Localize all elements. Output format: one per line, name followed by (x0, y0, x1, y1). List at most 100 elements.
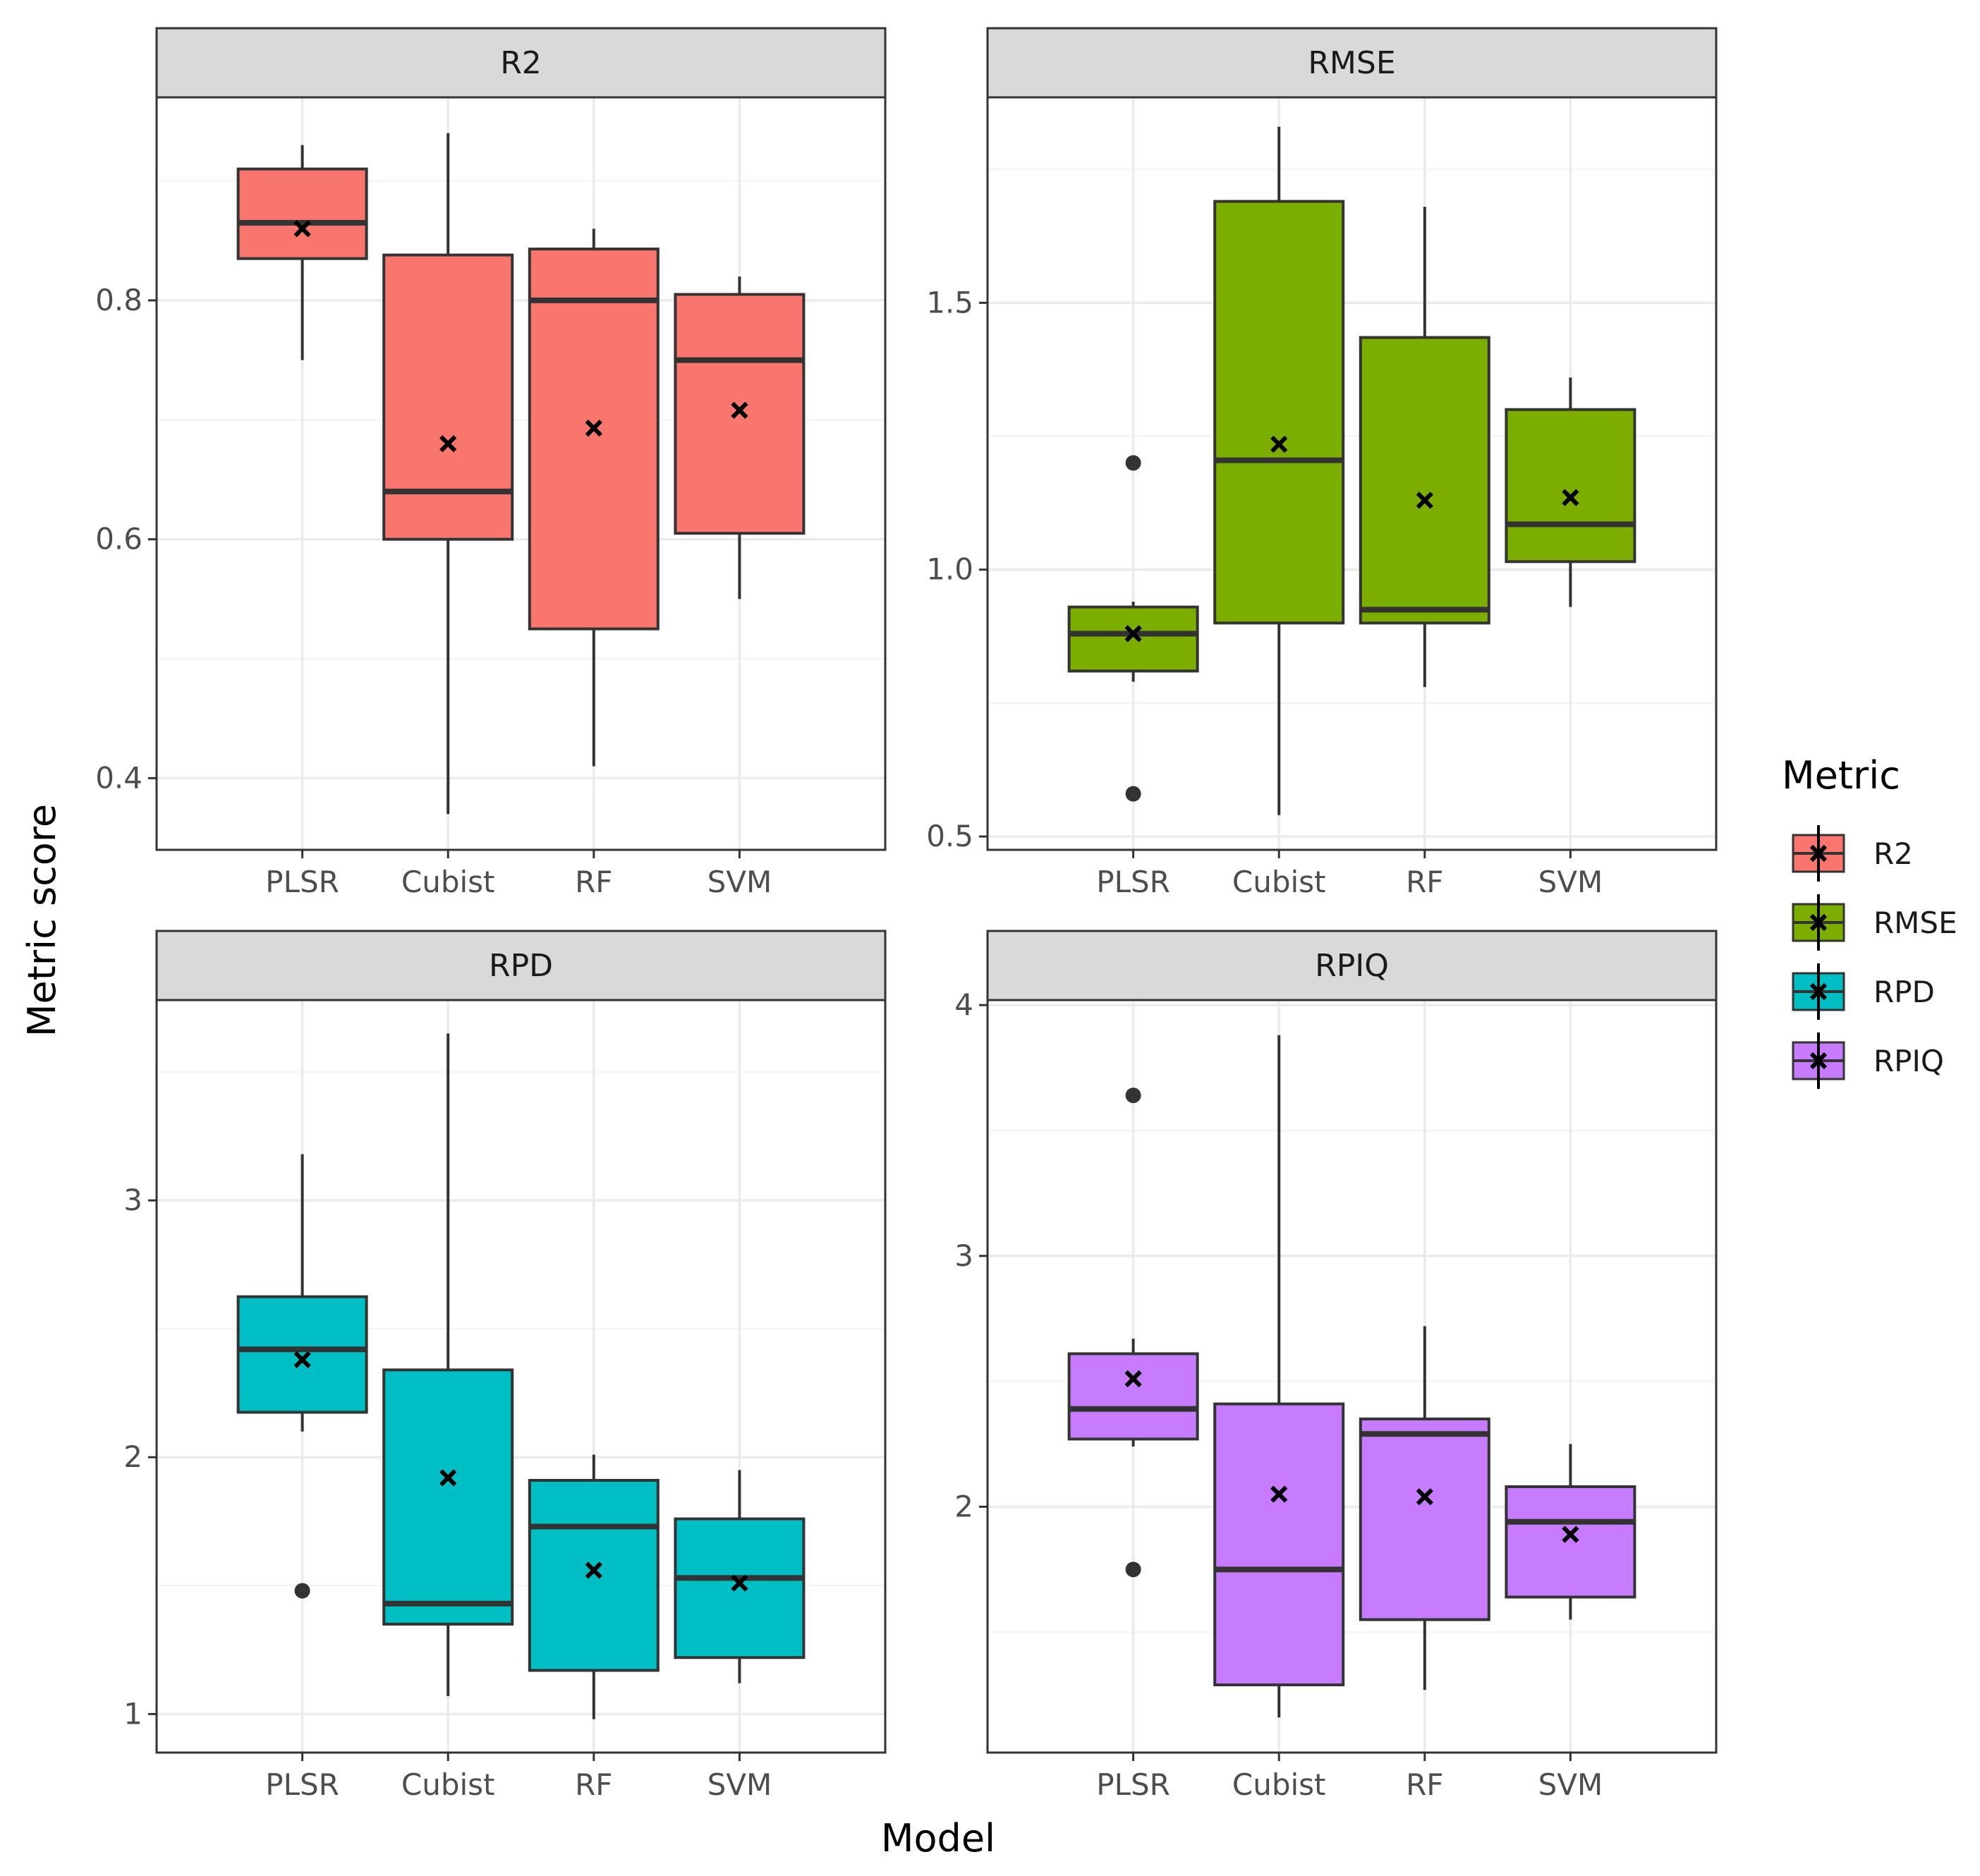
box-body (1213, 200, 1345, 625)
mean-marker-stroke (1270, 1485, 1288, 1503)
panel-title: RPIQ (1315, 948, 1389, 984)
x-tick-label: SVM (1538, 865, 1603, 899)
box-body (1505, 408, 1636, 564)
x-axis-title: Model (881, 1816, 995, 1860)
panel-border (155, 96, 887, 851)
mean-marker-stroke (1124, 1370, 1142, 1388)
legend-key-mean-stroke (1809, 913, 1828, 932)
mean-marker-stroke (1270, 435, 1288, 453)
x-tick-label: SVM (1538, 1767, 1603, 1802)
mean-marker (731, 401, 748, 419)
outlier-point (1125, 786, 1141, 802)
box-plsr (1067, 1088, 1199, 1578)
panel-title: RMSE (1308, 45, 1395, 81)
panel-r2: R2 0.4 0.6 0.8 PLSR Cubist RF SVM (95, 27, 887, 899)
x-tick-label: PLSR (265, 865, 339, 899)
panel-strip (986, 930, 1718, 1001)
y-tick-label: 4 (954, 987, 973, 1022)
mean-marker (1270, 435, 1288, 453)
x-tick-label: Cubist (401, 1767, 495, 1802)
mean-marker-stroke (1416, 1488, 1433, 1506)
mean-marker-stroke (293, 220, 311, 238)
outlier-point (1125, 455, 1141, 471)
mean-marker (439, 1469, 457, 1487)
mean-marker (585, 420, 602, 437)
box-svm (674, 276, 806, 599)
box-body (528, 248, 660, 631)
mean-marker-stroke (1124, 625, 1142, 642)
box-cubist (1213, 1035, 1345, 1718)
y-tick-label: 2 (954, 1489, 973, 1523)
box-rf (528, 1454, 660, 1719)
mean-marker (1270, 1485, 1288, 1503)
x-tick-label: SVM (707, 865, 772, 899)
legend-title: Metric (1782, 753, 1900, 798)
y-tick-label: 0.4 (95, 760, 142, 795)
y-axis-title: Metric score (20, 804, 64, 1037)
panel-border (155, 999, 887, 1754)
mean-marker (293, 1351, 311, 1368)
box-cubist (382, 1033, 514, 1696)
x-tick-label: PLSR (1096, 865, 1170, 899)
panel-rmse: RMSE 0.5 1.0 1.5 PLSR Cubist RF SVM (926, 27, 1718, 899)
mean-marker-stroke (731, 401, 748, 419)
box-body (1359, 336, 1490, 625)
box-rf (1359, 207, 1490, 688)
mean-marker (1416, 1488, 1433, 1506)
mean-marker-stroke (1562, 1525, 1579, 1543)
box-body (1505, 1485, 1636, 1599)
legend-key-mean-stroke (1809, 844, 1828, 863)
y-tick-label: 0.8 (95, 283, 142, 317)
box-body (1359, 1417, 1490, 1621)
panel-rpiq: RPIQ 2 3 4 PLSR Cubist RF SVM (954, 930, 1718, 1802)
x-tick-label: RF (1406, 1767, 1443, 1802)
y-tick-label: 2 (123, 1439, 142, 1474)
x-tick-label: PLSR (1096, 1767, 1170, 1802)
mean-marker (439, 435, 457, 453)
legend-entry-rpd: RPD (1792, 963, 1935, 1020)
box-body (1067, 605, 1199, 673)
legend-entry-r2: R2 (1792, 825, 1913, 882)
y-tick-label: 3 (123, 1183, 142, 1217)
panel-border (986, 999, 1718, 1754)
box-body (382, 253, 514, 541)
panel-strip (986, 27, 1718, 99)
box-svm (674, 1470, 806, 1683)
panel-title: RPD (489, 948, 553, 984)
mean-marker (731, 1574, 748, 1592)
legend: Metric R2 RMSE RPD RPIQ (1782, 753, 1957, 1089)
box-body (236, 167, 368, 260)
mean-marker-stroke (585, 1561, 602, 1579)
outlier-point (294, 1583, 310, 1599)
legend-key-mean-stroke (1809, 1052, 1828, 1070)
y-tick-label: 1.5 (926, 285, 973, 319)
mean-marker (1124, 625, 1142, 642)
box-body (674, 293, 806, 535)
mean-marker (1562, 1525, 1579, 1543)
panel-border (986, 96, 1718, 851)
y-tick-label: 1 (123, 1696, 142, 1731)
y-tick-label: 1.0 (926, 552, 973, 587)
y-tick-label: 3 (954, 1238, 973, 1273)
x-tick-label: PLSR (265, 1767, 339, 1802)
panels: R2 0.4 0.6 0.8 PLSR Cubist RF SVM RMSE 0.5 1.0 1.5 P… (95, 27, 1718, 1802)
mean-marker (585, 1561, 602, 1579)
x-tick-label: Cubist (401, 865, 495, 899)
mean-marker (1562, 489, 1579, 506)
legend-label: RPD (1873, 975, 1935, 1009)
legend-entry-rpiq: RPIQ (1792, 1033, 1944, 1089)
x-tick-label: SVM (707, 1767, 772, 1802)
x-tick-label: RF (575, 1767, 612, 1802)
mean-marker (1124, 1370, 1142, 1388)
mean-marker-stroke (1416, 492, 1433, 509)
mean-marker (1416, 492, 1433, 509)
legend-label: R2 (1873, 836, 1913, 871)
box-plsr (236, 145, 368, 360)
box-body (528, 1478, 660, 1672)
mean-marker (293, 220, 311, 238)
x-tick-label: Cubist (1232, 865, 1326, 899)
mean-marker-stroke (439, 1469, 457, 1487)
panel-title: R2 (500, 45, 542, 81)
box-body (1067, 1352, 1199, 1441)
